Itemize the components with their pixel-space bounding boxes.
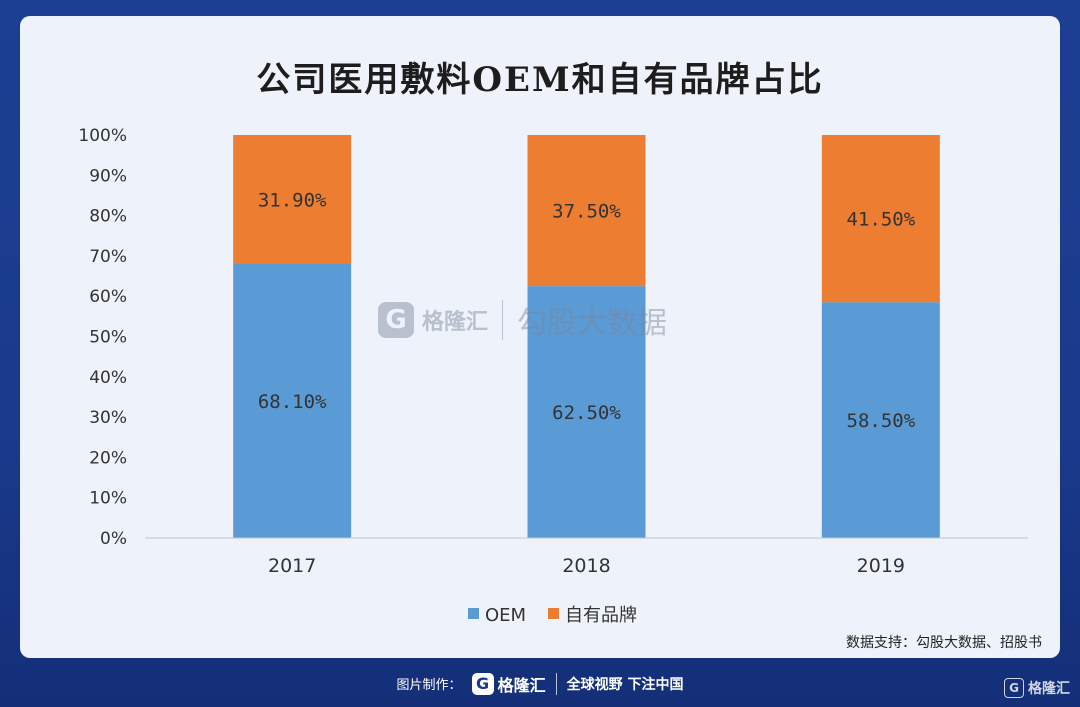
legend-label: OEM	[485, 605, 526, 626]
y-tick-label: 10%	[89, 489, 127, 509]
data-label: 68.10%	[258, 391, 327, 413]
watermark-divider	[502, 300, 504, 340]
y-tick-label: 40%	[89, 368, 127, 388]
y-tick-label: 30%	[89, 408, 127, 428]
watermark-text: 勾股大数据	[517, 306, 668, 341]
bars: 68.10% 31.90% 62.50% 37.50% 58.50% 41.50%	[233, 135, 940, 538]
y-tick-label: 0%	[100, 529, 127, 549]
footer: 图片制作： G 格隆汇 全球视野 下注中国	[0, 660, 1080, 707]
x-axis: 2017 2018 2019	[145, 537, 1028, 577]
footer-made-by: 图片制作：	[396, 678, 462, 693]
y-tick-label: 80%	[89, 207, 127, 227]
x-tick-label: 2017	[268, 555, 316, 577]
bar-segment-oem	[821, 302, 940, 538]
footer-brand: 格隆汇	[497, 675, 546, 695]
watermark-logo-icon: G	[378, 302, 414, 338]
y-tick-label: 100%	[78, 126, 127, 146]
x-tick-label: 2019	[857, 555, 905, 577]
data-label: 58.50%	[847, 410, 916, 432]
bar-segment-own-brand	[821, 135, 940, 303]
y-tick-label: 20%	[89, 448, 127, 468]
data-label: 31.90%	[258, 189, 327, 211]
footer-slogan: 全球视野 下注中国	[566, 676, 684, 693]
footer-logo-icon: G	[471, 672, 494, 695]
bar-segment-oem	[527, 286, 646, 538]
y-tick-label: 90%	[89, 166, 127, 186]
y-tick-label: 60%	[89, 287, 127, 307]
legend-swatch	[468, 608, 479, 619]
y-tick-label: 50%	[89, 328, 127, 348]
corner-brand: 格隆汇	[1028, 681, 1070, 697]
legend-label: 自有品牌	[565, 605, 637, 626]
y-axis: 0% 10% 20% 30% 40% 50% 60% 70% 80% 90% 100%	[78, 126, 127, 549]
x-tick-label: 2018	[562, 555, 610, 577]
bar-segment-oem	[233, 263, 352, 538]
data-label: 37.50%	[552, 201, 621, 223]
footer-divider	[555, 672, 557, 695]
data-source-note: 数据支持：勾股大数据、招股书	[846, 635, 1042, 651]
corner-logo: G 格隆汇	[1004, 678, 1070, 698]
chart-title: 公司医用敷料OEM和自有品牌占比	[256, 60, 824, 100]
bar-segment-own-brand	[233, 135, 352, 264]
watermark: G 格隆汇 勾股大数据	[378, 298, 667, 342]
legend: OEM 自有品牌	[468, 605, 637, 626]
legend-swatch	[548, 608, 559, 619]
footer-logo: G 格隆汇	[471, 672, 546, 696]
data-label: 62.50%	[552, 402, 621, 424]
y-tick-label: 70%	[89, 247, 127, 267]
corner-logo-icon: G	[1004, 678, 1024, 698]
watermark-brand: 格隆汇	[422, 310, 489, 335]
data-label: 41.50%	[847, 209, 916, 231]
bar-segment-own-brand	[527, 135, 646, 287]
